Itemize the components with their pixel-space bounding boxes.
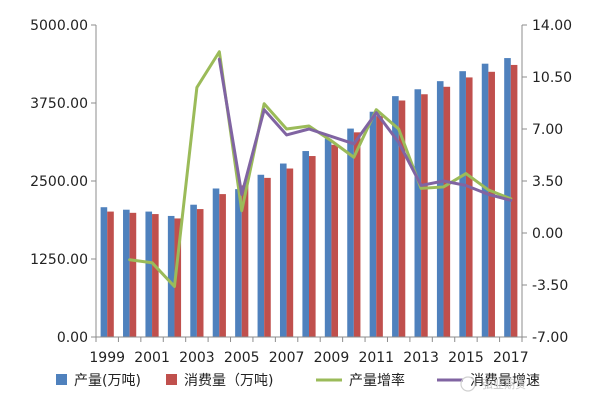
bar-production-2010	[347, 128, 354, 337]
bar-consumption-2015	[465, 77, 473, 338]
bar-consumption-2009	[331, 144, 339, 337]
bar-production-2003	[190, 204, 197, 337]
x-tick-label: 2001	[134, 350, 170, 366]
bar-production-1999	[100, 207, 108, 337]
bar-consumption-2008	[309, 156, 316, 337]
bar-consumption-2017	[510, 64, 518, 337]
left-tick-label: 1250.00	[30, 252, 88, 268]
left-tick-label: 5000.00	[30, 18, 88, 34]
legend-label-consumption: 消费量（万吨)	[184, 373, 273, 389]
bar-consumption-2007	[286, 168, 294, 337]
legend-swatch-production	[56, 374, 67, 385]
bar-consumption-2012	[398, 100, 406, 337]
watermark-logo-icon	[460, 376, 476, 392]
x-tick-label: 2013	[403, 350, 439, 366]
left-tick-label: 3750.00	[30, 96, 88, 112]
axes-layer: 0.00 1250.00 2500.00 3750.00 5000.00 -7.00 -3.…	[30, 18, 572, 366]
bar-consumption-2011	[376, 116, 383, 337]
x-tick-label: 2011	[358, 350, 394, 366]
bar-production-2005	[235, 189, 242, 337]
bar-consumption-2004	[219, 194, 226, 337]
bar-consumption-2002	[174, 218, 182, 337]
bar-production-2007	[279, 163, 287, 337]
x-tick-label: 2003	[179, 350, 215, 366]
bar-production-2012	[392, 96, 399, 337]
bar-production-2011	[369, 111, 377, 338]
bar-production-2004	[212, 188, 220, 337]
left-tick-label: 0.00	[57, 330, 88, 346]
x-tick-label: 2017	[493, 350, 529, 366]
bar-production-2008	[302, 151, 309, 337]
legend-label-production-growth: 产量增率	[349, 372, 405, 389]
bar-consumption-2010	[353, 132, 361, 337]
bar-consumption-2013	[421, 94, 428, 337]
bar-production-2014	[436, 81, 444, 337]
bar-consumption-2005	[241, 185, 249, 337]
x-tick-label: 2007	[269, 350, 305, 366]
right-tick-label: 14.00	[532, 18, 572, 34]
bar-consumption-2001	[152, 214, 159, 337]
bar-consumption-2006	[264, 177, 271, 337]
legend: 产量(万吨) 消费量（万吨) 产量增率 消费量增速	[56, 372, 540, 389]
bar-consumption-1999	[107, 211, 114, 337]
right-tick-label: 7.00	[532, 122, 563, 138]
right-tick-label: -3.50	[532, 278, 568, 294]
bar-production-2006	[257, 174, 265, 337]
bar-production-2015	[459, 71, 466, 338]
x-tick-label: 2009	[314, 350, 350, 366]
bar-production-2001	[145, 211, 153, 337]
bar-production-2002	[167, 215, 175, 337]
legend-label-consumption-growth: 消费量增速	[470, 373, 540, 389]
line-consumption-growth	[217, 57, 513, 202]
legend-swatch-consumption	[166, 374, 177, 385]
right-tick-label: 3.50	[532, 174, 563, 190]
bar-production-2009	[324, 138, 332, 337]
bar-consumption-2000	[129, 212, 137, 337]
left-tick-label: 2500.00	[30, 174, 88, 190]
legend-label-production: 产量(万吨)	[74, 373, 141, 389]
bar-production-2000	[123, 209, 130, 337]
right-tick-label: -7.00	[532, 330, 568, 346]
watermark: 弘业期货	[460, 376, 526, 392]
bar-production-2013	[414, 89, 422, 338]
x-tick-label: 2005	[224, 350, 260, 366]
bar-consumption-2016	[488, 71, 495, 338]
bars-layer	[100, 58, 518, 338]
bar-consumption-2003	[196, 209, 204, 337]
x-tick-label: 1999	[89, 350, 125, 366]
lines-layer	[128, 50, 513, 288]
right-tick-label: 10.50	[532, 70, 572, 86]
watermark-text: 弘业期货	[482, 377, 526, 391]
bar-production-2016	[481, 63, 489, 337]
x-tick-label: 2015	[448, 350, 484, 366]
right-tick-label: 0.00	[532, 226, 563, 242]
bar-consumption-2014	[443, 86, 451, 337]
